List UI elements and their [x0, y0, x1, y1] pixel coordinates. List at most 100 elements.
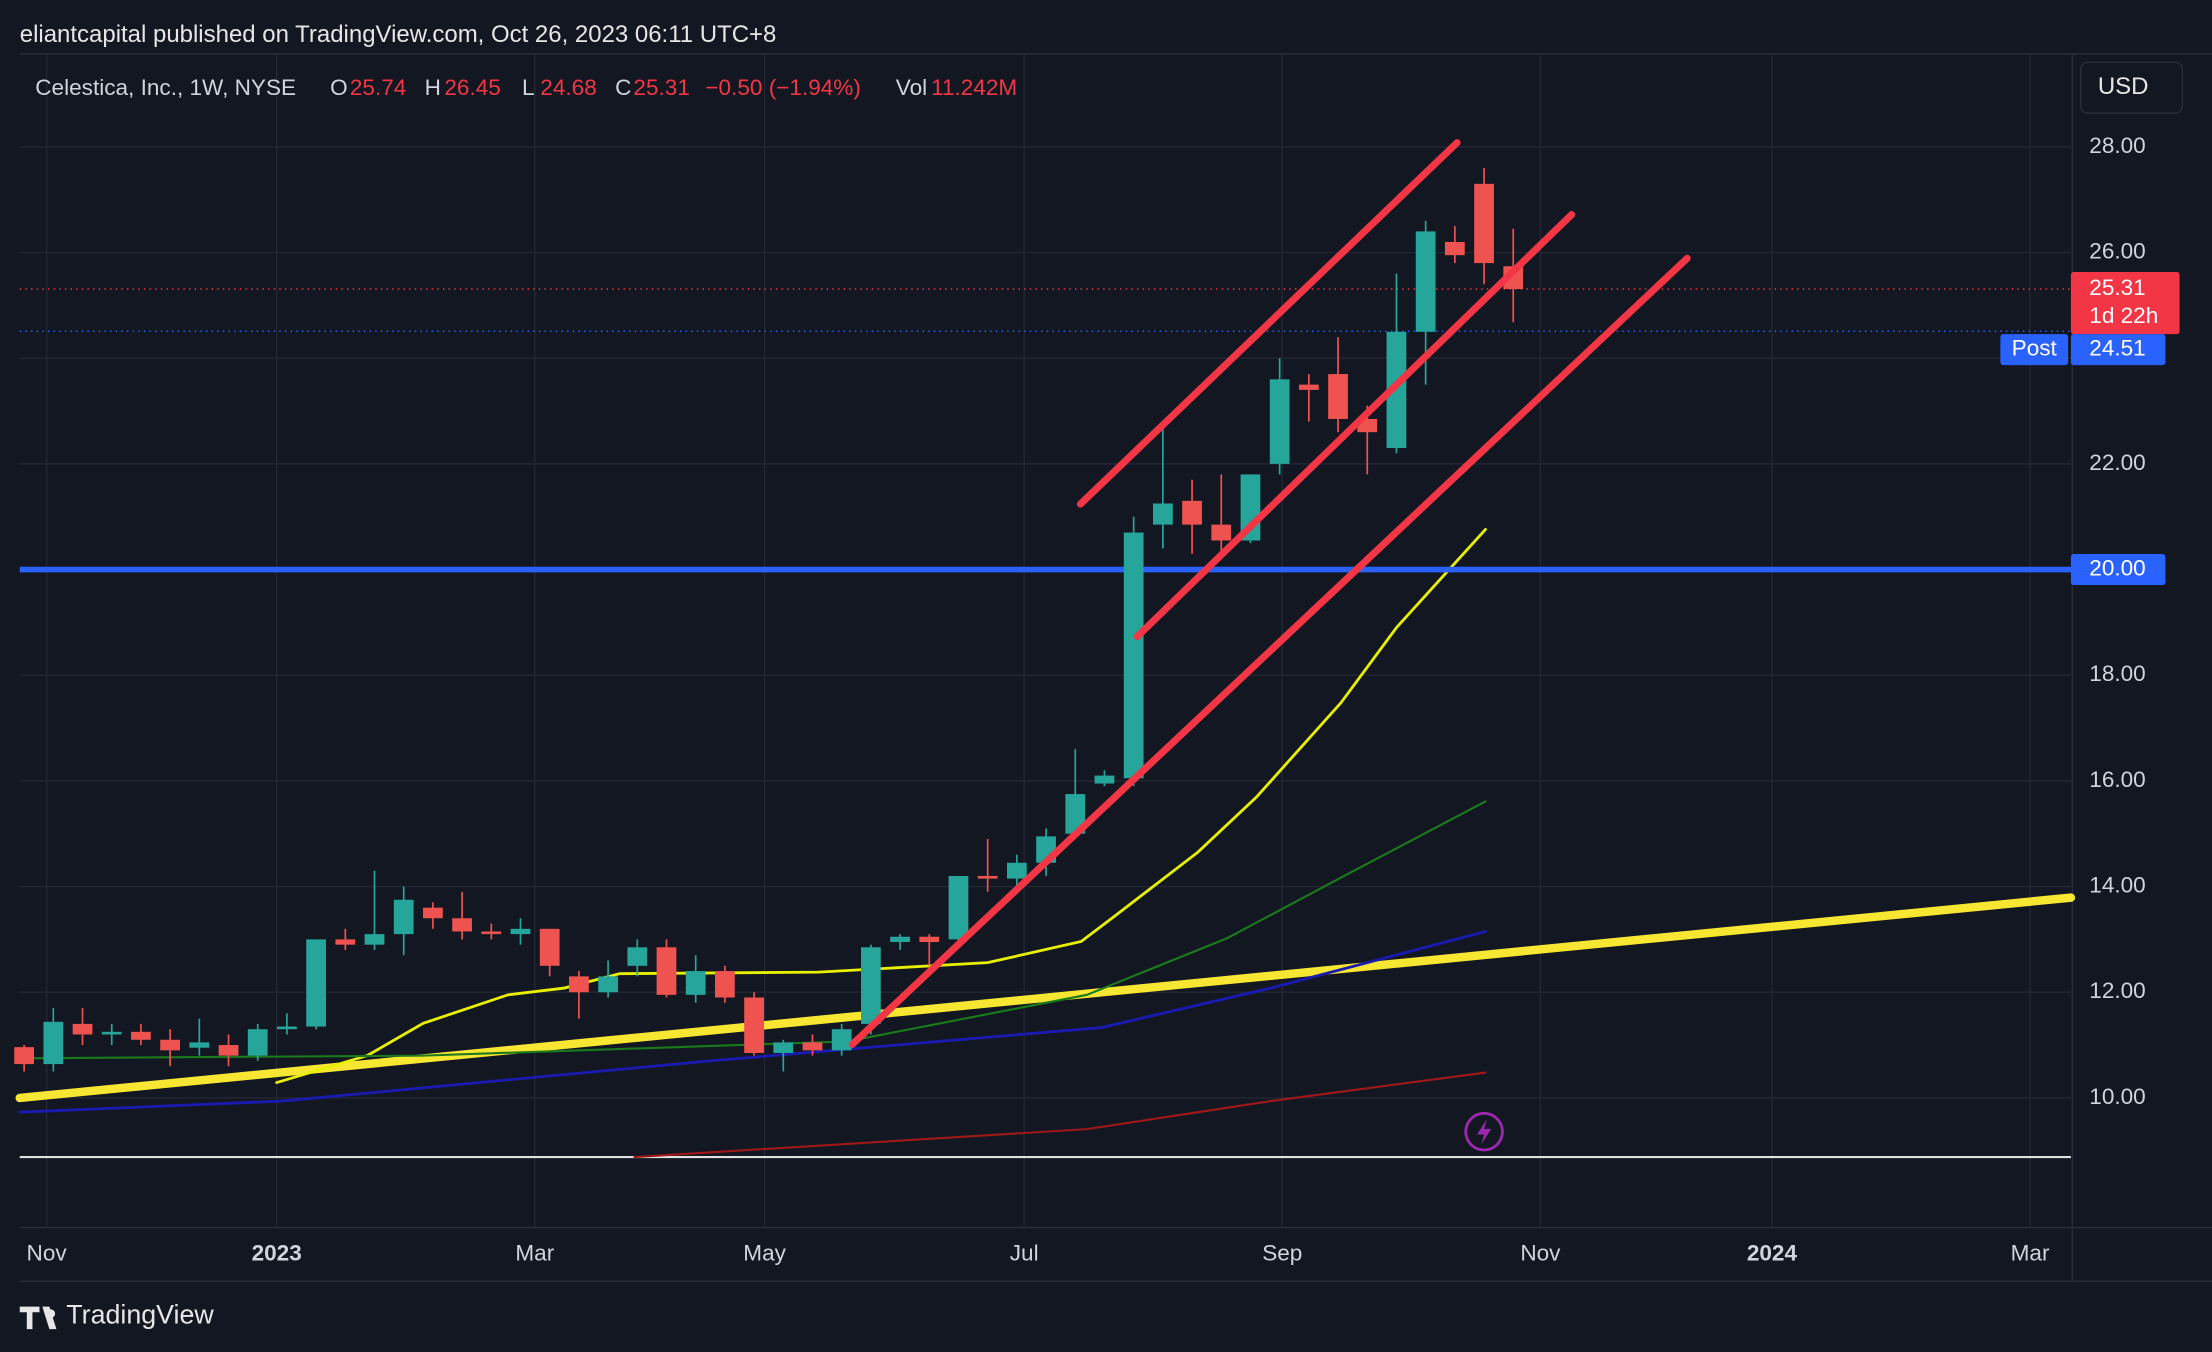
candle-body — [627, 947, 648, 966]
candle-body — [715, 971, 735, 998]
candle-body — [364, 934, 385, 945]
candle-body — [423, 907, 443, 919]
legend-symbol: Celestica, Inc., 1W, NYSE — [35, 75, 296, 100]
candle-body — [510, 928, 531, 935]
candle-body — [101, 1031, 122, 1035]
candle-body — [1006, 862, 1027, 879]
candle-body — [247, 1029, 268, 1056]
legend-low-label: L — [522, 75, 535, 100]
post-tag: Post — [2012, 336, 2058, 361]
candle-body — [773, 1042, 794, 1053]
x-tick-label: Nov — [27, 1240, 68, 1265]
hline-label: 20.00 — [2089, 556, 2145, 581]
trendline — [1133, 211, 1576, 641]
x-tick-label: Mar — [2011, 1240, 2050, 1265]
candle-body — [569, 976, 589, 993]
post-tag-box — [2000, 334, 2069, 366]
candle-body — [948, 875, 969, 940]
candle-body — [306, 939, 326, 1027]
candle-body — [831, 1029, 852, 1051]
candle-body — [1474, 183, 1494, 264]
legend-close-label: C — [615, 75, 631, 100]
x-tick-label: Nov — [1520, 1240, 1561, 1265]
candle-body — [160, 1039, 180, 1051]
candle-body — [131, 1031, 151, 1040]
y-tick-label: 16.00 — [2089, 767, 2145, 792]
candle-body — [685, 971, 706, 995]
plot-area — [14, 139, 2076, 1159]
legend-volume-label: Vol — [896, 75, 927, 100]
candle-body — [1298, 384, 1319, 390]
candle-body — [189, 1042, 210, 1048]
y-tick-label: 18.00 — [2089, 661, 2145, 686]
candle-body — [977, 875, 998, 879]
y-tick-label: 12.00 — [2089, 978, 2145, 1003]
post-price-label: 24.51 — [2089, 336, 2145, 361]
x-tick-label: 2023 — [252, 1240, 302, 1265]
candle-body — [1328, 374, 1348, 419]
moving-average — [633, 1071, 1487, 1159]
post-price-box — [2070, 334, 2166, 366]
y-tick-label: 10.00 — [2089, 1084, 2145, 1109]
candle-body — [1211, 524, 1232, 541]
candle-body — [1152, 503, 1173, 525]
candle-body — [1094, 775, 1115, 784]
x-tick-label: Sep — [1262, 1240, 1302, 1265]
legend-close: 25.31 — [633, 75, 689, 100]
y-tick-label: 26.00 — [2089, 239, 2145, 264]
legend-change: −0.50 (−1.94%) — [705, 75, 861, 100]
candle-body — [1269, 379, 1290, 464]
x-tick-label: Mar — [515, 1240, 554, 1265]
x-tick-label: May — [743, 1240, 786, 1265]
last-price-box — [2070, 272, 2180, 335]
candle-body — [335, 939, 356, 945]
hline-box — [2070, 554, 2166, 586]
candle-body — [1415, 231, 1436, 332]
candle-body — [1123, 532, 1144, 779]
y-tick-label: 22.00 — [2089, 450, 2145, 475]
candle-body — [393, 899, 414, 935]
brand-logo — [19, 1306, 57, 1330]
moving-average — [15, 893, 2076, 1103]
x-tick-label: 2024 — [1747, 1240, 1798, 1265]
legend-low: 24.68 — [540, 75, 596, 100]
candle-body — [218, 1045, 239, 1056]
candle-body — [598, 976, 618, 993]
legend-open: 25.74 — [350, 75, 406, 100]
candle-body — [14, 1047, 35, 1065]
legend-high: 26.45 — [444, 75, 500, 100]
event-icon[interactable] — [1464, 1111, 1504, 1152]
candle-body — [72, 1023, 93, 1035]
footer-brand: TradingView — [66, 1300, 214, 1330]
header-title: eliantcapital published on TradingView.c… — [20, 21, 777, 48]
candle-body — [1386, 331, 1407, 449]
trendline — [848, 254, 1691, 1049]
event-icon-bolt — [1477, 1118, 1492, 1145]
candle-body — [1182, 500, 1202, 525]
legend-high-label: H — [425, 75, 441, 100]
candle-body — [1444, 241, 1465, 256]
axis-labels: 10.0012.0014.0016.0018.0020.0022.0024.00… — [27, 133, 2180, 1265]
currency-label[interactable]: USD — [2098, 73, 2149, 100]
moving-average — [18, 800, 1487, 1060]
countdown-label: 1d 22h — [2089, 303, 2158, 328]
moving-average — [18, 930, 1487, 1114]
legend-open-label: O — [330, 75, 348, 100]
candle-body — [43, 1021, 64, 1065]
moving-average — [275, 528, 1487, 1084]
x-tick-label: Jul — [1010, 1240, 1039, 1265]
candle-body — [890, 936, 910, 943]
y-tick-label: 28.00 — [2089, 133, 2145, 158]
candle-body — [744, 997, 764, 1053]
candle-body — [277, 1026, 297, 1030]
y-tick-label: 14.00 — [2089, 873, 2145, 898]
candle-body — [1065, 794, 1086, 834]
candle-body — [452, 918, 472, 932]
candle-body — [539, 928, 560, 966]
candle-body — [802, 1042, 823, 1051]
currency-button[interactable] — [2080, 61, 2184, 114]
candle-body — [919, 936, 940, 943]
